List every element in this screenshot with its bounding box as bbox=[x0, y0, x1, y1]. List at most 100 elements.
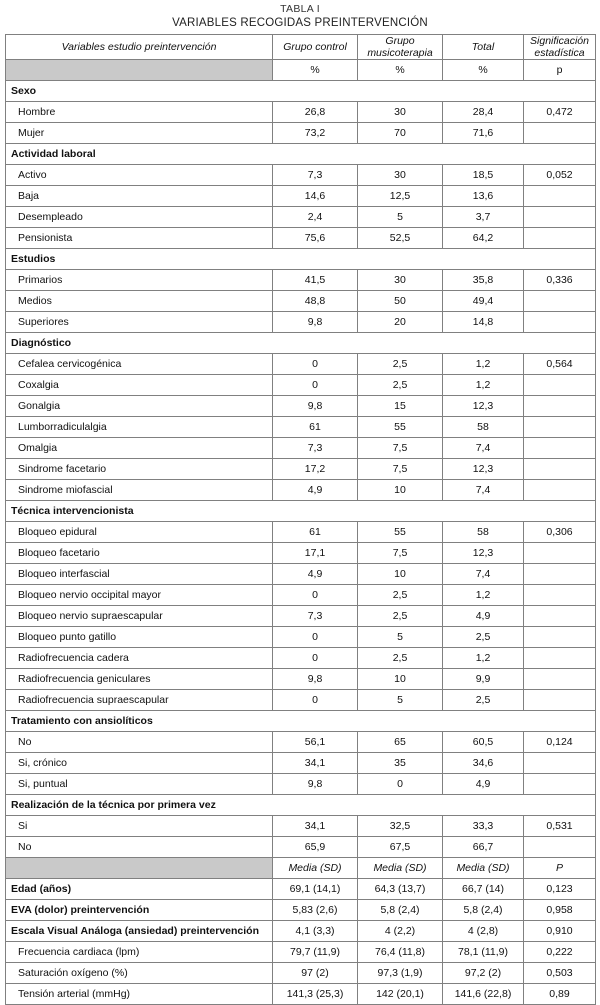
table-row: Bloqueo epidural 61 55 58 0,306 bbox=[5, 521, 596, 543]
cell-control: 17,1 bbox=[272, 542, 358, 564]
row-label: Hombre bbox=[5, 101, 273, 123]
row-label: Saturación oxígeno (%) bbox=[5, 962, 273, 984]
cell-control: 69,1 (14,1) bbox=[272, 878, 358, 900]
row-label: Desempleado bbox=[5, 206, 273, 228]
table-row: No 65,9 67,5 66,7 bbox=[5, 836, 596, 858]
cell-significance: 0,124 bbox=[523, 731, 596, 753]
cell-significance bbox=[523, 689, 596, 711]
row-label: Edad (años) bbox=[5, 878, 273, 900]
cell-significance bbox=[523, 479, 596, 501]
row-label: Sindrome facetario bbox=[5, 458, 273, 480]
row-label: Pensionista bbox=[5, 227, 273, 249]
cell-control: 0 bbox=[272, 374, 358, 396]
section-header-row: Sexo bbox=[5, 80, 596, 102]
cell-total: 28,4 bbox=[442, 101, 524, 123]
cell-control: 34,1 bbox=[272, 815, 358, 837]
cell-total: 14,8 bbox=[442, 311, 524, 333]
cell-control: 4,9 bbox=[272, 563, 358, 585]
cell-musicotherapy: 0 bbox=[357, 773, 443, 795]
table-number: TABLA I bbox=[280, 3, 320, 15]
row-label: Lumborradiculalgia bbox=[5, 416, 273, 438]
row-label: Escala Visual Análoga (ansiedad) preinte… bbox=[5, 920, 273, 942]
section-header-row: Actividad laboral bbox=[5, 143, 596, 165]
media-sd-header-row: Media (SD) Media (SD) Media (SD) P bbox=[5, 857, 596, 879]
header-cell-control: Grupo control bbox=[272, 34, 358, 60]
table-row: Bloqueo interfascial 4,9 10 7,4 bbox=[5, 563, 596, 585]
cell-musicotherapy: 55 bbox=[357, 416, 443, 438]
cell-total: 3,7 bbox=[442, 206, 524, 228]
cell-significance bbox=[523, 647, 596, 669]
media-header-musicotherapy: Media (SD) bbox=[357, 857, 443, 879]
header-cell-total: Total bbox=[442, 34, 524, 60]
cell-significance bbox=[523, 395, 596, 417]
subheader-cell-music-pct: % bbox=[357, 59, 443, 81]
table-row: Mujer 73,2 70 71,6 bbox=[5, 122, 596, 144]
cell-control: 9,8 bbox=[272, 668, 358, 690]
cell-musicotherapy: 65 bbox=[357, 731, 443, 753]
row-label: Bloqueo facetario bbox=[5, 542, 273, 564]
section-header-row: Diagnóstico bbox=[5, 332, 596, 354]
media-header-total: Media (SD) bbox=[442, 857, 524, 879]
table-wrapper: Variables estudio preintervención Grupo c… bbox=[5, 34, 596, 1005]
cell-total: 1,2 bbox=[442, 374, 524, 396]
cell-control: 7,3 bbox=[272, 437, 358, 459]
row-label: Coxalgia bbox=[5, 374, 273, 396]
cell-musicotherapy: 5 bbox=[357, 206, 443, 228]
table-row: Edad (años) 69,1 (14,1) 64,3 (13,7) 66,7 (1… bbox=[5, 878, 596, 900]
cell-musicotherapy: 2,5 bbox=[357, 374, 443, 396]
header-cell-musicotherapy: Grupo musicoterapia bbox=[357, 34, 443, 60]
cell-control: 79,7 (11,9) bbox=[272, 941, 358, 963]
cell-musicotherapy: 30 bbox=[357, 269, 443, 291]
cell-control: 41,5 bbox=[272, 269, 358, 291]
cell-significance: 0,123 bbox=[523, 878, 596, 900]
section-title: Diagnóstico bbox=[5, 332, 596, 354]
cell-significance bbox=[523, 290, 596, 312]
cell-significance: 0,336 bbox=[523, 269, 596, 291]
cell-total: 7,4 bbox=[442, 563, 524, 585]
cell-significance bbox=[523, 206, 596, 228]
table-row: Radiofrecuencia cadera 0 2,5 1,2 bbox=[5, 647, 596, 669]
row-label: Radiofrecuencia geniculares bbox=[5, 668, 273, 690]
cell-musicotherapy: 70 bbox=[357, 122, 443, 144]
row-label: Medios bbox=[5, 290, 273, 312]
cell-total: 2,5 bbox=[442, 626, 524, 648]
table-row: Baja 14,6 12,5 13,6 bbox=[5, 185, 596, 207]
cell-musicotherapy: 50 bbox=[357, 290, 443, 312]
cell-significance: 0,564 bbox=[523, 353, 596, 375]
row-label: Cefalea cervicogénica bbox=[5, 353, 273, 375]
cell-control: 7,3 bbox=[272, 164, 358, 186]
row-label: Superiores bbox=[5, 311, 273, 333]
cell-musicotherapy: 12,5 bbox=[357, 185, 443, 207]
table-row: No 56,1 65 60,5 0,124 bbox=[5, 731, 596, 753]
cell-significance bbox=[523, 122, 596, 144]
cell-control: 14,6 bbox=[272, 185, 358, 207]
row-label: No bbox=[5, 836, 273, 858]
cell-total: 58 bbox=[442, 416, 524, 438]
cell-total: 5,8 (2,4) bbox=[442, 899, 524, 921]
table-header-row: Variables estudio preintervención Grupo c… bbox=[5, 34, 596, 60]
subheader-cell-p: p bbox=[523, 59, 596, 81]
cell-significance bbox=[523, 416, 596, 438]
cell-musicotherapy: 35 bbox=[357, 752, 443, 774]
cell-musicotherapy: 5,8 (2,4) bbox=[357, 899, 443, 921]
section-title: Técnica intervencionista bbox=[5, 500, 596, 522]
table-row: Medios 48,8 50 49,4 bbox=[5, 290, 596, 312]
table-row: Radiofrecuencia geniculares 9,8 10 9,9 bbox=[5, 668, 596, 690]
cell-significance bbox=[523, 227, 596, 249]
row-label: Bloqueo interfascial bbox=[5, 563, 273, 585]
cell-control: 17,2 bbox=[272, 458, 358, 480]
table-row: Bloqueo nervio supraescapular 7,3 2,5 4,9 bbox=[5, 605, 596, 627]
cell-control: 56,1 bbox=[272, 731, 358, 753]
table-row: Si 34,1 32,5 33,3 0,531 bbox=[5, 815, 596, 837]
cell-significance: 0,222 bbox=[523, 941, 596, 963]
cell-significance bbox=[523, 605, 596, 627]
table-row: Bloqueo punto gatillo 0 5 2,5 bbox=[5, 626, 596, 648]
media-header-p: P bbox=[523, 857, 596, 879]
cell-control: 97 (2) bbox=[272, 962, 358, 984]
section-header-row: Tratamiento con ansiolíticos bbox=[5, 710, 596, 732]
table-row: Frecuencia cardiaca (lpm) 79,7 (11,9) 76,4… bbox=[5, 941, 596, 963]
subheader-cell-control-pct: % bbox=[272, 59, 358, 81]
row-label: Si, puntual bbox=[5, 773, 273, 795]
table-caption: VARIABLES RECOGIDAS PREINTERVENCIÓN bbox=[172, 16, 428, 29]
row-label: Bloqueo epidural bbox=[5, 521, 273, 543]
